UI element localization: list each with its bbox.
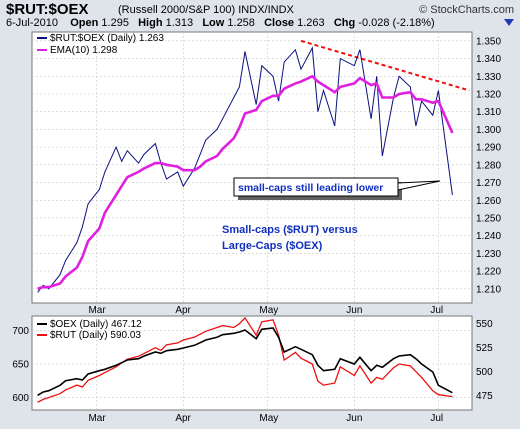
price-right-tick: 500 xyxy=(476,367,493,378)
ratio-y-tick: 1.230 xyxy=(476,249,501,260)
price-x-tick: Jun xyxy=(346,413,362,424)
chg-value: -0.028 (-2.18%) xyxy=(358,17,435,29)
ratio-y-tick: 1.280 xyxy=(476,160,501,171)
legend-lower: $OEX (Daily) 467.12 $RUT (Daily) 590.03 xyxy=(37,319,142,341)
price-right-tick: 525 xyxy=(476,343,493,354)
brand-label: © StockCharts.com xyxy=(419,4,514,16)
ratio-y-tick: 1.330 xyxy=(476,72,501,83)
price-left-tick: 650 xyxy=(12,360,29,371)
price-right-tick: 475 xyxy=(476,391,493,402)
ratio-x-tick: Apr xyxy=(175,305,191,316)
ratio-y-tick: 1.350 xyxy=(476,36,501,47)
price-x-tick: Mar xyxy=(88,413,106,424)
ratio-series-line xyxy=(37,46,453,293)
low-label: Low xyxy=(202,17,225,29)
ratio-y-ticks: 1.210 1.220 1.230 1.240 1.250 1.260 1.270 1.280… xyxy=(476,36,501,295)
ratio-x-ticks: Mar Apr May Jun Jul xyxy=(88,305,443,316)
ratio-x-tick: May xyxy=(259,305,278,316)
ratio-y-tick: 1.300 xyxy=(476,125,501,136)
high-label: High xyxy=(138,17,163,29)
price-left-tick: 600 xyxy=(12,393,29,404)
callout-text: small-caps still leading lower xyxy=(238,182,383,194)
ratio-grid xyxy=(32,32,472,303)
ratio-y-tick: 1.260 xyxy=(476,196,501,207)
ratio-panel xyxy=(31,31,473,304)
ratio-y-tick: 1.220 xyxy=(476,267,501,278)
rut-series-line xyxy=(37,316,453,403)
price-x-tick: Apr xyxy=(175,413,191,424)
legend-oex: $OEX (Daily) 467.12 xyxy=(50,319,142,330)
ratio-x-tick: Mar xyxy=(88,305,106,316)
ema-series-line xyxy=(37,74,454,291)
open-label: Open xyxy=(70,17,99,29)
note-line-2: Large-Caps ($OEX) xyxy=(222,240,323,252)
callout-pointer xyxy=(397,180,441,191)
ratio-y-tick: 1.210 xyxy=(476,284,501,295)
price-left-ticks: 600 650 700 xyxy=(12,326,29,404)
close-value: 1.263 xyxy=(297,17,325,29)
price-grid xyxy=(32,316,472,410)
quote-date: 6-Jul-2010 xyxy=(6,17,58,29)
ratio-x-tick: Jul xyxy=(430,305,443,316)
price-right-ticks: 475 500 525 550 xyxy=(476,319,493,402)
low-value: 1.258 xyxy=(227,17,255,29)
price-x-tick: Jul xyxy=(430,413,443,424)
ratio-y-tick: 1.270 xyxy=(476,178,501,189)
open-value: 1.295 xyxy=(101,17,129,29)
price-x-ticks: Mar Apr May Jun Jul xyxy=(88,413,443,424)
ratio-y-tick: 1.320 xyxy=(476,89,501,100)
ratio-y-tick: 1.310 xyxy=(476,107,501,118)
price-x-tick: May xyxy=(259,413,278,424)
legend-rut: $RUT (Daily) 590.03 xyxy=(50,330,141,341)
ratio-y-tick: 1.290 xyxy=(476,143,501,154)
chevron-down-icon[interactable] xyxy=(504,19,514,26)
oex-series-line xyxy=(37,327,453,396)
price-left-tick: 700 xyxy=(12,326,29,337)
trendline xyxy=(300,39,470,92)
chart-title: $RUT:$OEX xyxy=(6,1,89,18)
note-line-1: Small-caps ($RUT) versus xyxy=(222,224,358,236)
chg-label: Chg xyxy=(333,17,356,29)
price-right-tick: 550 xyxy=(476,319,493,330)
close-label: Close xyxy=(264,17,295,29)
legend-ratio: $RUT:$OEX (Daily) 1.263 xyxy=(50,33,164,44)
legend-ema: EMA(10) 1.298 xyxy=(50,45,118,56)
legend-upper: $RUT:$OEX (Daily) 1.263 EMA(10) 1.298 xyxy=(37,33,164,56)
callout-annotation: small-caps still leading lower xyxy=(233,177,441,200)
quote-row: 6-Jul-2010 Open 1.295 High 1.313 Low 1.2… xyxy=(6,17,435,29)
chart-subtitle: (Russell 2000/S&P 100) INDX/INDX xyxy=(118,4,294,16)
ratio-y-tick: 1.240 xyxy=(476,231,501,242)
ratio-y-tick: 1.340 xyxy=(476,54,501,65)
ratio-y-tick: 1.250 xyxy=(476,213,501,224)
price-panel xyxy=(31,315,473,411)
ratio-x-tick: Jun xyxy=(346,305,362,316)
high-value: 1.313 xyxy=(165,17,194,29)
